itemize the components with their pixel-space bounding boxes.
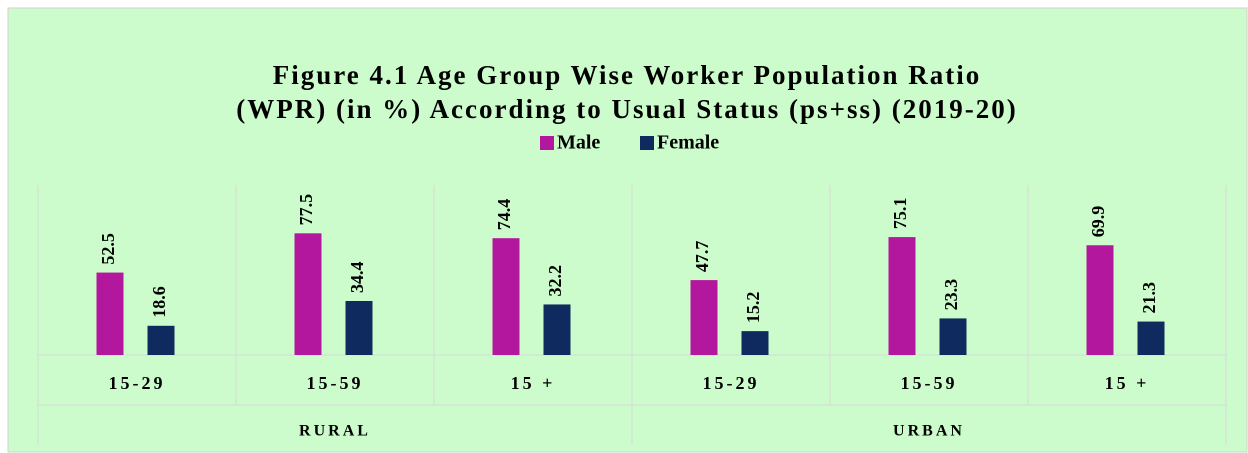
value-label: 75.1	[890, 198, 910, 230]
group-label: URBAN	[893, 423, 965, 440]
bar	[345, 300, 373, 355]
value-label: 52.5	[98, 233, 118, 265]
chart-title: (WPR) (in %) According to Usual Status (…	[236, 94, 1017, 124]
value-label: 15.2	[743, 292, 763, 324]
value-label: 69.9	[1088, 206, 1108, 238]
bar	[939, 318, 967, 355]
bar	[1137, 321, 1165, 355]
bar	[741, 331, 769, 355]
x-tick-label: 15-29	[109, 373, 166, 393]
value-label: 21.3	[1139, 282, 1159, 314]
chart-background	[7, 7, 1248, 453]
bar	[492, 238, 520, 355]
bar	[96, 272, 124, 355]
value-label: 18.6	[149, 286, 169, 318]
bar	[543, 304, 571, 355]
bar	[888, 237, 916, 355]
legend-label: Male	[557, 132, 600, 154]
value-label: 32.2	[545, 265, 565, 297]
x-tick-label: 15-59	[307, 373, 364, 393]
x-tick-label: 15-29	[703, 373, 760, 393]
bar	[294, 233, 322, 355]
value-label: 23.3	[941, 279, 961, 311]
legend-swatch	[540, 136, 554, 150]
chart-title: Figure 4.1 Age Group Wise Worker Populat…	[273, 60, 982, 90]
legend-label: Female	[657, 132, 719, 154]
value-label: 74.4	[494, 199, 514, 231]
group-label: RURAL	[299, 423, 371, 440]
value-label: 77.5	[296, 194, 316, 226]
bar	[1086, 245, 1114, 355]
value-label: 34.4	[347, 261, 367, 293]
x-tick-label: 15-59	[901, 373, 958, 393]
x-tick-label: 15 +	[511, 373, 556, 393]
bar	[690, 280, 718, 355]
legend-swatch	[640, 136, 654, 150]
x-tick-label: 15 +	[1105, 373, 1150, 393]
value-label: 47.7	[692, 241, 712, 273]
bar	[147, 325, 175, 355]
